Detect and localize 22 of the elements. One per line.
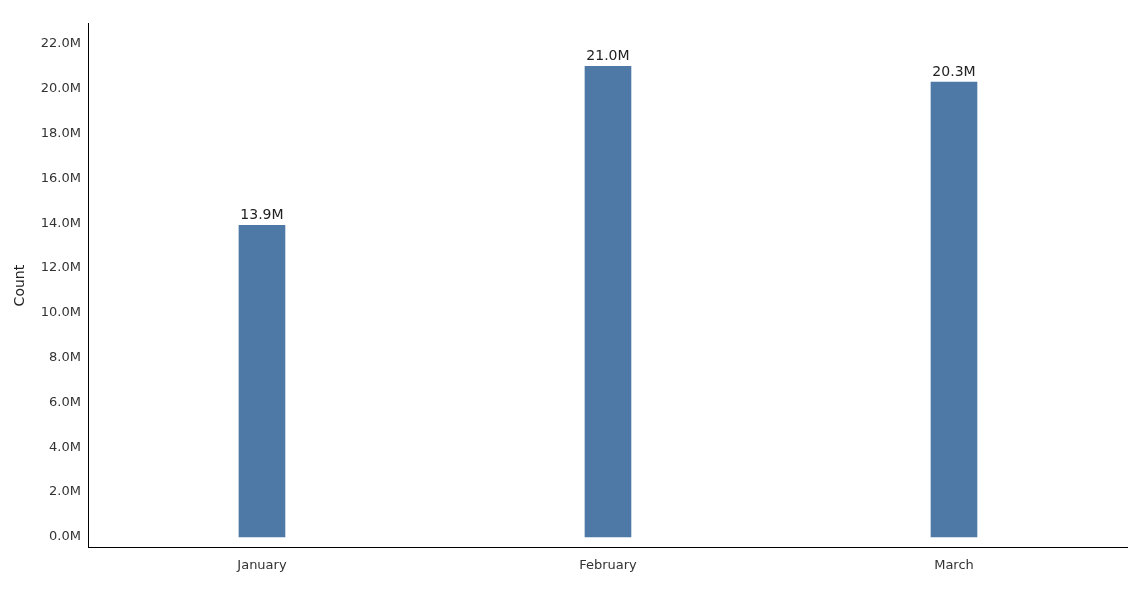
x-tick-label: February <box>579 556 638 572</box>
y-tick-label: 18.0M <box>40 124 81 140</box>
bar <box>238 225 286 538</box>
x-tick-label: January <box>236 556 287 572</box>
y-tick-label: 2.0M <box>49 483 81 499</box>
y-tick-label: 8.0M <box>49 349 81 365</box>
y-tick-label: 20.0M <box>40 80 81 96</box>
y-tick-label: 10.0M <box>40 304 81 320</box>
y-tick-label: 22.0M <box>40 35 81 51</box>
y-tick-label: 0.0M <box>49 528 81 544</box>
data-label: 21.0M <box>586 47 630 64</box>
data-label: 13.9M <box>240 206 284 223</box>
y-tick-label: 4.0M <box>49 438 81 454</box>
y-axis-title: Count <box>11 264 28 307</box>
data-label: 20.3M <box>932 62 976 79</box>
y-tick-label: 16.0M <box>40 169 81 185</box>
y-tick-label: 12.0M <box>40 259 81 275</box>
y-tick-label: 6.0M <box>49 393 81 409</box>
y-tick-label: 14.0M <box>40 214 81 230</box>
x-tick-label: March <box>934 556 974 572</box>
bar <box>930 81 978 538</box>
bar <box>584 66 632 538</box>
